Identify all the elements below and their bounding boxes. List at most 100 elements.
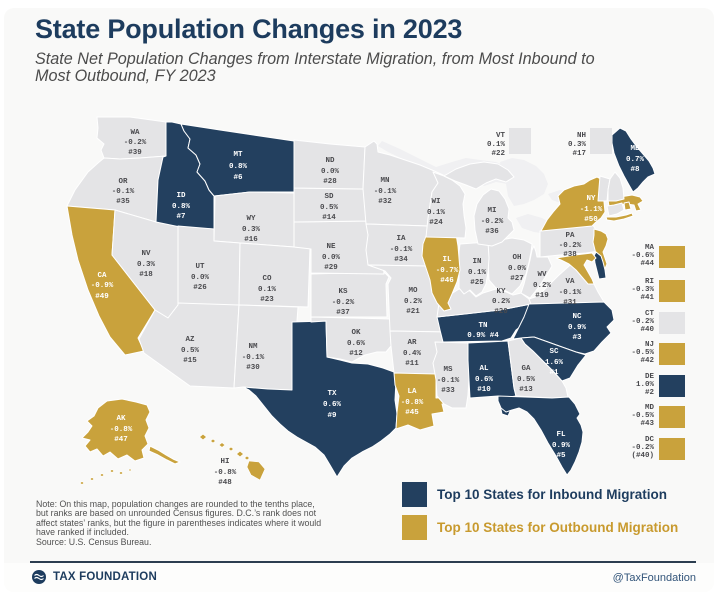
svg-text:IL: IL	[442, 256, 452, 264]
svg-text:0.0%: 0.0%	[322, 254, 341, 262]
svg-text:#43: #43	[640, 420, 654, 428]
svg-text:0.3%: 0.3%	[568, 141, 587, 149]
svg-text:#26: #26	[193, 284, 207, 292]
svg-text:NM: NM	[248, 343, 258, 351]
svg-text:0.5%: 0.5%	[517, 376, 536, 384]
svg-text:#11: #11	[405, 360, 419, 368]
svg-text:-0.2%: -0.2%	[631, 318, 654, 326]
svg-text:VA: VA	[565, 278, 575, 286]
svg-text:#50: #50	[584, 216, 598, 224]
svg-text:#47: #47	[114, 436, 128, 444]
svg-text:#2: #2	[645, 389, 655, 397]
svg-text:#33: #33	[441, 387, 455, 395]
svg-text:OR: OR	[118, 178, 128, 186]
svg-text:0.6%: 0.6%	[323, 401, 342, 409]
svg-text:(#40): (#40)	[631, 452, 654, 460]
svg-text:NE: NE	[326, 243, 336, 251]
svg-text:#24: #24	[429, 219, 443, 227]
svg-text:-0.6%: -0.6%	[631, 252, 654, 260]
svg-text:-0.2%: -0.2%	[332, 299, 355, 307]
svg-text:0.5%: 0.5%	[181, 347, 200, 355]
svg-text:#40: #40	[640, 326, 654, 334]
svg-text:0.6%: 0.6%	[475, 376, 494, 384]
svg-text:#25: #25	[470, 279, 484, 287]
svg-text:0.9% #4: 0.9% #4	[467, 332, 499, 340]
svg-text:-0.2%: -0.2%	[124, 139, 147, 147]
svg-text:CO: CO	[262, 275, 272, 283]
svg-text:NC: NC	[572, 313, 582, 321]
svg-text:WV: WV	[537, 271, 547, 279]
svg-text:0.5%: 0.5%	[320, 204, 339, 212]
svg-text:#39: #39	[128, 149, 142, 157]
svg-text:DE: DE	[645, 373, 655, 381]
svg-text:0.6%: 0.6%	[347, 340, 366, 348]
svg-text:-0.8%: -0.8%	[401, 399, 424, 407]
svg-text:-0.1%: -0.1%	[437, 377, 460, 385]
svg-text:#3: #3	[572, 334, 582, 342]
svg-text:LA: LA	[407, 388, 417, 396]
svg-text:MO: MO	[408, 287, 418, 295]
svg-text:0.4%: 0.4%	[403, 350, 422, 358]
svg-text:OH: OH	[512, 254, 521, 262]
svg-text:WY: WY	[246, 215, 256, 223]
svg-text:#5: #5	[556, 452, 566, 460]
svg-text:-0.1%: -0.1%	[374, 188, 397, 196]
svg-text:-0.2%: -0.2%	[481, 218, 504, 226]
svg-text:NH: NH	[577, 132, 586, 140]
svg-text:0.0%: 0.0%	[508, 265, 527, 273]
svg-text:0.3%: 0.3%	[242, 226, 261, 234]
svg-text:0.1%: 0.1%	[427, 209, 446, 217]
svg-text:AL: AL	[479, 365, 489, 373]
svg-text:IA: IA	[396, 235, 406, 243]
svg-text:NV: NV	[141, 250, 151, 258]
svg-text:#15: #15	[183, 357, 197, 365]
svg-text:CA: CA	[97, 272, 107, 280]
svg-text:#18: #18	[139, 271, 153, 279]
svg-text:#48: #48	[218, 479, 232, 487]
svg-text:-0.2%: -0.2%	[559, 242, 582, 250]
svg-text:-0.5%: -0.5%	[631, 349, 654, 357]
svg-text:#30: #30	[246, 364, 260, 372]
svg-text:0.9%: 0.9%	[552, 442, 571, 450]
svg-text:#38: #38	[563, 251, 577, 259]
svg-text:#23: #23	[260, 296, 274, 304]
svg-text:GA: GA	[521, 365, 531, 373]
svg-text:-0.5%: -0.5%	[631, 412, 654, 420]
svg-text:-0.9%: -0.9%	[91, 282, 114, 290]
svg-text:-1.1%: -1.1%	[580, 206, 603, 214]
svg-text:#21: #21	[406, 308, 420, 316]
svg-text:#17: #17	[572, 150, 586, 158]
svg-text:#8: #8	[630, 166, 640, 174]
svg-text:RI: RI	[645, 278, 654, 286]
svg-text:-0.7%: -0.7%	[436, 267, 459, 275]
svg-text:MS: MS	[443, 366, 453, 374]
svg-text:TX: TX	[327, 390, 337, 398]
svg-text:PA: PA	[565, 232, 575, 240]
svg-text:0.2%: 0.2%	[404, 298, 423, 306]
svg-text:#13: #13	[519, 386, 533, 394]
svg-text:#1: #1	[549, 369, 559, 377]
svg-text:0.0%: 0.0%	[321, 168, 340, 176]
svg-text:AR: AR	[407, 339, 417, 347]
svg-text:0.9%: 0.9%	[568, 324, 587, 332]
svg-text:#36: #36	[485, 228, 499, 236]
svg-text:#45: #45	[405, 409, 419, 417]
svg-text:MI: MI	[487, 207, 496, 215]
svg-text:MN: MN	[380, 177, 389, 185]
svg-text:ID: ID	[176, 192, 186, 200]
svg-text:KS: KS	[338, 288, 348, 296]
svg-text:#6: #6	[233, 174, 243, 182]
svg-text:1.0%: 1.0%	[636, 381, 655, 389]
svg-text:TN: TN	[478, 322, 487, 330]
svg-text:#14: #14	[322, 214, 336, 222]
svg-text:0.7%: 0.7%	[626, 156, 645, 164]
svg-text:FL: FL	[556, 431, 566, 439]
svg-text:0.8%: 0.8%	[229, 163, 248, 171]
svg-text:#29: #29	[324, 264, 338, 272]
svg-text:-0.8%: -0.8%	[110, 426, 133, 434]
svg-text:#10: #10	[477, 386, 491, 394]
svg-text:NY: NY	[586, 195, 596, 203]
svg-text:#20: #20	[494, 308, 508, 316]
svg-text:-0.3%: -0.3%	[631, 286, 654, 294]
svg-text:SC: SC	[549, 348, 559, 356]
